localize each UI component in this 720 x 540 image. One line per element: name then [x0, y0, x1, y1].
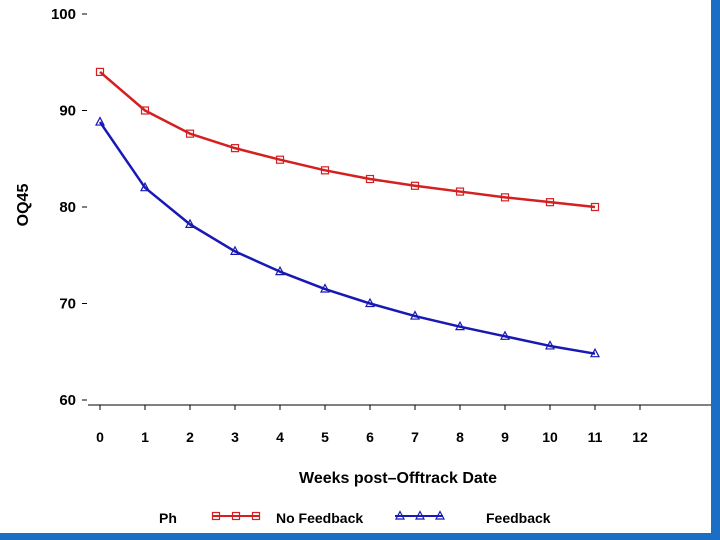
data-point [500, 330, 510, 340]
y-axis-label: OQ45 [15, 184, 32, 227]
data-point [185, 218, 195, 228]
slide-edge-right [711, 0, 720, 540]
legend-marker [395, 510, 405, 520]
legend: Ph No Feedback Feedback [159, 510, 551, 526]
x-tick-label: 6 [366, 429, 374, 445]
legend-label-no-feedback: No Feedback [276, 510, 363, 526]
x-tick-label: 12 [632, 429, 648, 445]
legend-label-feedback: Feedback [486, 510, 551, 526]
y-tick-label: 90 [59, 103, 76, 120]
data-point [500, 193, 510, 202]
y-tick-label: 80 [59, 199, 76, 216]
data-point [320, 166, 330, 175]
series-no-feedback [95, 67, 600, 212]
legend-entry-no-feedback: No Feedback [211, 510, 363, 526]
data-point [95, 67, 105, 77]
x-tick-label: 8 [456, 429, 464, 445]
series-line-no-feedback [99, 70, 596, 209]
legend-marker [211, 511, 221, 521]
data-point [365, 174, 375, 184]
x-tick-label: 2 [186, 429, 194, 445]
legend-entry-feedback: Feedback [395, 510, 551, 526]
legend-title: Ph [159, 510, 177, 526]
data-point [275, 155, 285, 164]
x-tick-label: 7 [411, 429, 419, 445]
legend-marker [231, 511, 241, 521]
x-tick-label: 9 [501, 429, 509, 445]
data-point [275, 265, 285, 276]
data-point [95, 116, 105, 126]
data-point [365, 297, 375, 308]
series-line-feedback [98, 121, 596, 355]
data-point [410, 310, 420, 320]
legend-marker [415, 510, 425, 520]
y-tick-label: 70 [59, 296, 76, 313]
y-tick-label: 100 [51, 6, 76, 23]
data-point [320, 283, 330, 293]
slide-edge-bottom [0, 533, 720, 540]
series-feedback [95, 116, 600, 358]
data-point [230, 245, 240, 255]
x-tick-label: 11 [588, 429, 603, 445]
data-point [455, 187, 465, 196]
series-layer [95, 67, 600, 358]
data-point [140, 106, 150, 115]
legend-marker [435, 510, 445, 520]
x-axis-label: Weeks post–Offtrack Date [299, 470, 497, 487]
data-point [230, 144, 240, 153]
data-point [590, 202, 600, 212]
data-point [455, 320, 465, 331]
data-point [185, 129, 195, 138]
x-tick-label: 0 [96, 429, 104, 445]
data-point [545, 340, 555, 350]
legend-marker [251, 511, 261, 521]
x-tick-label: 3 [231, 429, 239, 445]
data-point [545, 198, 555, 207]
data-point [590, 347, 600, 358]
x-tick-label: 10 [542, 429, 558, 445]
x-tick-label: 1 [141, 429, 149, 445]
data-point [410, 181, 420, 190]
y-tick-label: 60 [59, 392, 76, 409]
x-tick-label: 5 [321, 429, 329, 445]
x-tick-label: 4 [276, 429, 284, 445]
data-point [140, 181, 150, 192]
